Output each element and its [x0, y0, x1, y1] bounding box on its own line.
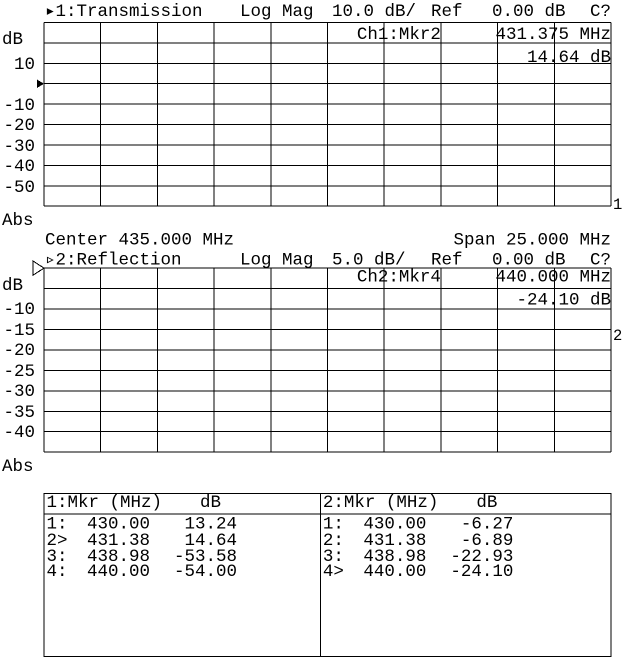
svg-text:-15: -15 [3, 321, 35, 341]
svg-text:Ref: Ref [431, 2, 463, 22]
svg-text:10: 10 [14, 55, 35, 75]
svg-text:Log Mag: Log Mag [240, 251, 314, 271]
svg-text:0.00 dB: 0.00 dB [492, 2, 566, 22]
svg-text:2: 2 [613, 327, 622, 345]
svg-text:14.64 dB: 14.64 dB [527, 48, 611, 68]
svg-text:-40: -40 [3, 423, 35, 443]
svg-text:-20: -20 [3, 116, 35, 136]
svg-text:2:Mkr (MHz): 2:Mkr (MHz) [323, 493, 439, 513]
svg-text:C?: C? [590, 2, 611, 22]
svg-text:10.0 dB/: 10.0 dB/ [332, 2, 416, 22]
svg-text:Ch1:Mkr2: Ch1:Mkr2 [357, 25, 441, 45]
svg-text:▹2:Reflection: ▹2:Reflection [45, 251, 182, 271]
svg-text:-10: -10 [3, 96, 35, 116]
svg-text:440.00: 440.00 [363, 562, 426, 582]
svg-text:-24.10: -24.10 [450, 562, 513, 582]
svg-text:Abs: Abs [2, 457, 34, 477]
svg-text:-54.00: -54.00 [174, 562, 237, 582]
svg-text:440.00: 440.00 [87, 562, 150, 582]
svg-text:4:: 4: [47, 562, 68, 582]
svg-text:Log Mag: Log Mag [240, 2, 314, 22]
svg-text:4>: 4> [323, 562, 344, 582]
svg-text:Ch2:Mkr4: Ch2:Mkr4 [357, 267, 441, 287]
svg-text:▸1:Transmission: ▸1:Transmission [45, 2, 203, 22]
svg-text:Abs: Abs [2, 211, 34, 231]
svg-text:Span 25.000 MHz: Span 25.000 MHz [453, 231, 611, 251]
svg-text:dB: dB [2, 30, 23, 50]
svg-text:-35: -35 [3, 403, 35, 423]
svg-text:431.375 MHz: 431.375 MHz [495, 25, 611, 45]
svg-text:-50: -50 [3, 178, 35, 198]
svg-text:-10: -10 [3, 300, 35, 320]
svg-text:1:Mkr (MHz): 1:Mkr (MHz) [47, 493, 163, 513]
svg-text:-30: -30 [3, 137, 35, 157]
svg-text:dB: dB [476, 493, 497, 513]
svg-text:dB: dB [200, 493, 221, 513]
svg-text:-24.10 dB: -24.10 dB [516, 290, 611, 310]
svg-text:-40: -40 [3, 157, 35, 177]
svg-text:Center 435.000 MHz: Center 435.000 MHz [45, 231, 234, 251]
svg-text:-20: -20 [3, 341, 35, 361]
svg-text:1: 1 [613, 196, 622, 214]
svg-text:-30: -30 [3, 382, 35, 402]
svg-text:dB: dB [2, 276, 23, 296]
svg-text:440.000 MHz: 440.000 MHz [495, 267, 611, 287]
svg-text:-25: -25 [3, 362, 35, 382]
